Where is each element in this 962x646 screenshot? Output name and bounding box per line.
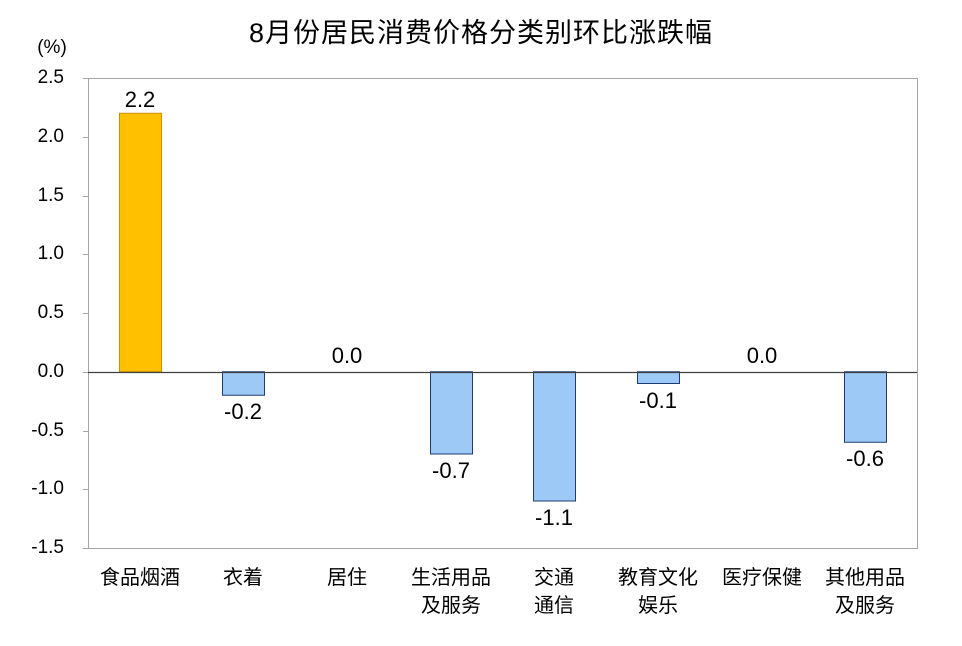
y-tick-label-1: 2.0: [37, 126, 64, 147]
data-label-7: -0.6: [846, 446, 884, 471]
data-label-4: -1.1: [535, 505, 573, 530]
category-label-2: 居住: [327, 567, 367, 589]
category-label-7: 其他用品 及服务: [825, 567, 905, 617]
category-label-3: 生活用品 及服务: [411, 567, 491, 617]
y-tick-label-8: -1.5: [31, 537, 64, 558]
data-label-6: 0.0: [746, 343, 778, 368]
data-label-2: 0.0: [331, 343, 363, 368]
category-label-4: 交通 通信: [534, 567, 574, 617]
data-label-0: 2.2: [124, 87, 156, 112]
bar-7: [844, 371, 887, 443]
y-tick-label-6: -0.5: [31, 420, 64, 441]
y-tick-label-0: 2.5: [37, 67, 64, 88]
y-tick-label-5: 0.0: [37, 361, 64, 382]
category-label-1: 衣着: [223, 567, 263, 589]
bar-1: [222, 371, 265, 396]
bar-5: [637, 371, 680, 384]
category-label-6: 医疗保健: [722, 567, 802, 589]
y-tick-label-4: 0.5: [37, 302, 64, 323]
y-tick-label-3: 1.0: [37, 243, 64, 264]
y-tick-label-2: 1.5: [37, 185, 64, 206]
bar-3: [430, 371, 473, 455]
category-label-0: 食品烟酒: [100, 567, 180, 589]
y-tick-label-7: -1.0: [31, 478, 64, 499]
data-label-3: -0.7: [432, 458, 470, 483]
category-label-5: 教育文化 娱乐: [618, 567, 698, 617]
y-axis-unit: (%): [37, 37, 67, 58]
data-label-1: -0.2: [224, 399, 262, 424]
chart-title: 8月份居民消费价格分类别环比涨跌幅: [248, 18, 713, 48]
plot-frame: [88, 78, 918, 549]
bar-0: [119, 112, 162, 373]
data-label-5: -0.1: [639, 388, 677, 413]
bar-4: [533, 371, 576, 502]
